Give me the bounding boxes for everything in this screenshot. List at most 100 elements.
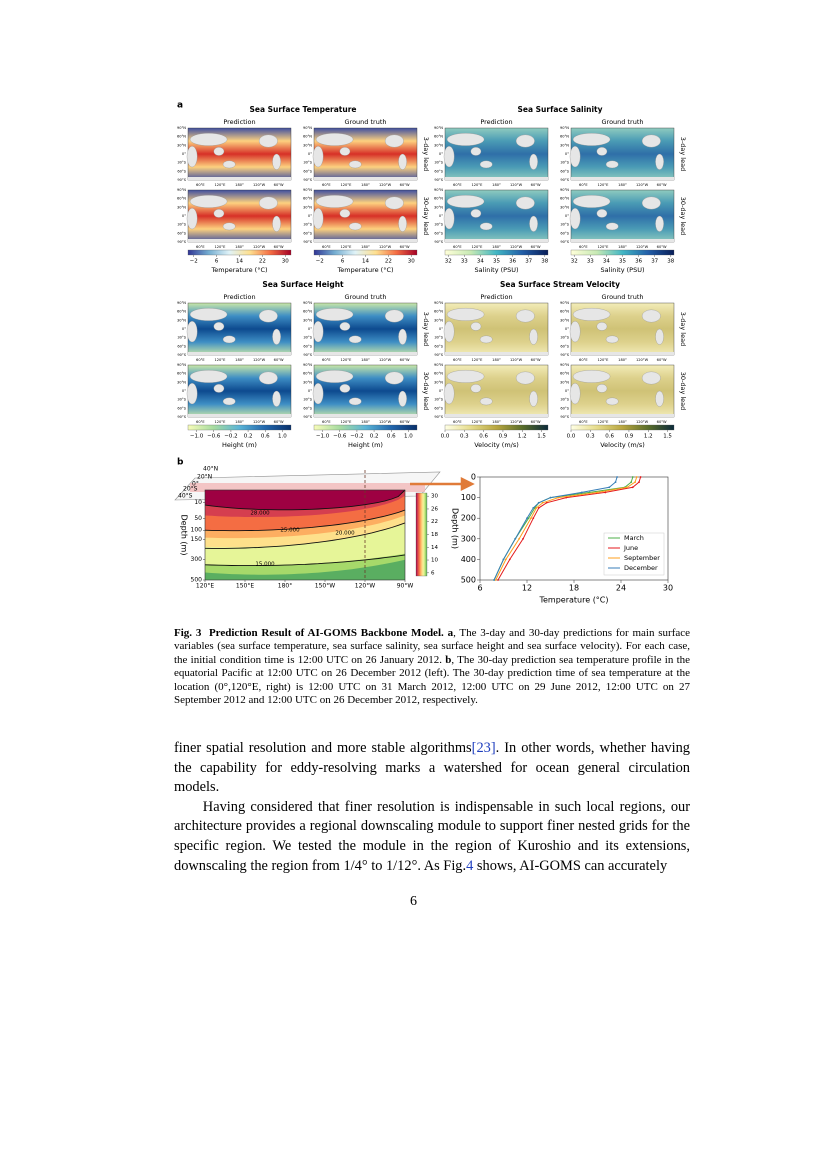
contour-line (204, 489, 406, 511)
colorbar-tick-label: 1.0 (404, 434, 413, 440)
lon-label: 120°E (597, 183, 609, 187)
text: Having considered that finer resolution … (174, 798, 690, 874)
profile-marker (638, 481, 640, 484)
lon-label: 60°E (453, 358, 462, 362)
figure-link[interactable]: 4 (466, 857, 474, 874)
text: shows, AI-GOMS can accurately (473, 857, 668, 874)
column-title: Prediction (480, 293, 512, 301)
lat-label: 60°S (177, 169, 186, 173)
land (572, 308, 611, 321)
lat-label: 30°S (303, 398, 312, 402)
land (272, 215, 281, 232)
land (569, 321, 581, 343)
colorbar-tick-label: 1.5 (663, 434, 672, 440)
land (571, 177, 674, 180)
land (479, 397, 493, 406)
land (272, 328, 281, 345)
lon-label: 120°W (636, 183, 649, 187)
lon-label: 60°W (531, 245, 541, 249)
land (398, 390, 407, 407)
land (339, 209, 351, 218)
colorbar-tick-label: 6 (431, 570, 435, 576)
land (312, 208, 324, 230)
colorbar-tick-label: 35 (493, 259, 500, 265)
lat-label: 90°S (303, 240, 312, 244)
colorbar-tick-label: 1.2 (644, 434, 653, 440)
lat-label: 90°N (177, 188, 186, 192)
citation-link[interactable]: [23] (471, 740, 496, 756)
land (339, 384, 351, 393)
lat-label: 30°S (434, 223, 443, 227)
profile-marker (537, 501, 540, 504)
lat-label: 60°N (303, 135, 312, 139)
lon-label: 120°W (379, 358, 392, 362)
y-tick-label: 300 (191, 556, 203, 563)
lon-label: 60°W (657, 183, 667, 187)
lat-label: 90°N (303, 301, 312, 305)
lat-label: 90°N (303, 188, 312, 192)
land (189, 308, 228, 321)
lat-label: 0° (439, 214, 443, 218)
lat-label: 90°S (177, 415, 186, 419)
contour-line (204, 554, 406, 567)
globe-label: 20°S (183, 486, 198, 493)
profile-marker (526, 517, 528, 520)
colorbar-label: Temperature (°C) (336, 266, 393, 274)
lat-label: 30°S (303, 223, 312, 227)
lon-label: 60°E (196, 358, 205, 362)
lat-label: 30°N (303, 143, 312, 147)
land (569, 208, 581, 230)
colorbar-tick-label: 32 (445, 259, 452, 265)
land (571, 239, 674, 242)
colorbar-tick-label: 30 (431, 494, 438, 500)
land (272, 153, 281, 170)
land (314, 177, 417, 180)
lon-label: 120°E (214, 245, 226, 249)
colorbar-tick-label: 14 (362, 259, 369, 265)
lon-label: 60°W (274, 420, 284, 424)
lon-label: 60°W (400, 183, 410, 187)
lon-label: 60°E (579, 358, 588, 362)
land (384, 371, 404, 385)
land (596, 322, 608, 331)
lon-label: 120°W (253, 420, 266, 424)
land (339, 147, 351, 156)
y-tick-label: 100 (461, 493, 476, 502)
lat-label: 0° (182, 152, 186, 156)
lat-label: 30°N (303, 380, 312, 384)
lon-label: 60°W (657, 245, 667, 249)
lon-label: 120°W (379, 183, 392, 187)
lat-label: 0° (565, 327, 569, 331)
lat-label: 30°N (560, 380, 569, 384)
lat-label: 90°N (434, 126, 443, 130)
lat-label: 30°S (303, 161, 312, 165)
profile-marker (565, 496, 568, 499)
land (446, 370, 485, 383)
lon-label: 180° (618, 183, 627, 187)
land (258, 196, 278, 210)
globe-label: 20°N (197, 474, 212, 481)
colorbar-tick-label: 1.2 (518, 434, 527, 440)
lat-label: 0° (565, 152, 569, 156)
lon-label: 180° (618, 358, 627, 362)
row-label: 30-day lead (679, 197, 687, 236)
lon-label: 180° (235, 183, 244, 187)
colorbar-tick-label: 32 (571, 259, 578, 265)
land (312, 321, 324, 343)
lon-label: 120°W (253, 245, 266, 249)
colorbar-tick-label: −1.0 (190, 434, 204, 440)
profile-marker (604, 491, 607, 494)
lon-label: 120°E (340, 420, 352, 424)
land (272, 390, 281, 407)
lat-label: 60°S (177, 231, 186, 235)
lat-label: 30°S (177, 223, 186, 227)
lon-label: 180° (492, 358, 501, 362)
lat-label: 90°S (303, 415, 312, 419)
lon-label: 180° (492, 420, 501, 424)
lon-label: 60°E (453, 420, 462, 424)
profile-marker (557, 496, 560, 499)
lat-label: 0° (308, 152, 312, 156)
land (258, 134, 278, 148)
panel-label: b (177, 458, 184, 468)
lon-label: 60°W (400, 420, 410, 424)
